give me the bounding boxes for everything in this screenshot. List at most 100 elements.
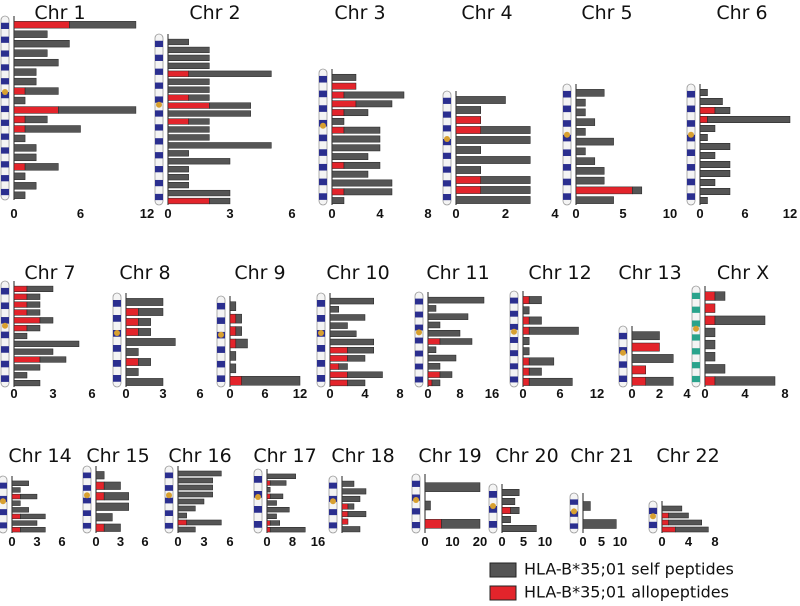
self-peptide-bar bbox=[177, 470, 222, 477]
self-peptide-bar bbox=[528, 377, 573, 386]
self-peptide-bar bbox=[714, 376, 776, 386]
chromosome-band bbox=[1, 133, 9, 140]
self-peptide-bar bbox=[266, 513, 277, 519]
self-peptide-bar bbox=[24, 125, 81, 133]
x-tick-label: 0 bbox=[122, 386, 129, 401]
self-peptide-bar bbox=[125, 338, 176, 346]
self-peptide-bar bbox=[424, 500, 431, 511]
legend-swatch bbox=[489, 585, 517, 601]
x-tick-label: 12 bbox=[293, 386, 307, 401]
self-peptide-bar bbox=[167, 166, 189, 173]
chromosome-band bbox=[319, 193, 327, 200]
self-peptide-bar bbox=[13, 96, 26, 105]
chromosome-band bbox=[563, 120, 571, 127]
x-tick-label: 10 bbox=[613, 534, 627, 549]
self-peptide-bar bbox=[480, 126, 531, 134]
x-tick-label: 0 bbox=[696, 206, 703, 221]
chromosome-band bbox=[113, 360, 121, 367]
chromosome bbox=[686, 83, 696, 206]
x-tick-label: 3 bbox=[117, 534, 124, 549]
self-peptide-bar bbox=[95, 513, 113, 522]
x-tick-label: 4 bbox=[376, 206, 384, 221]
allopeptide-bar bbox=[455, 186, 481, 194]
self-peptide-bar bbox=[427, 363, 441, 370]
self-peptide-bar bbox=[347, 355, 366, 362]
x-tick-label: 6 bbox=[226, 534, 233, 549]
centromere bbox=[2, 89, 8, 95]
chromosome-band bbox=[510, 337, 518, 343]
chromosome-band bbox=[687, 178, 695, 186]
chromosome-band bbox=[649, 507, 657, 515]
x-tick-label: 0 bbox=[326, 386, 333, 401]
self-peptide-bar bbox=[522, 347, 530, 356]
self-peptide-bar bbox=[699, 134, 708, 141]
chromosome-band bbox=[1, 331, 9, 339]
self-peptide-bar bbox=[24, 87, 59, 95]
chromosome-band bbox=[489, 521, 497, 528]
self-peptide-bar bbox=[20, 493, 38, 500]
chart-title: Chr 7 bbox=[24, 262, 75, 284]
chromosome bbox=[316, 292, 326, 388]
self-peptide-bar bbox=[39, 356, 67, 363]
chart-title: Chr 12 bbox=[528, 262, 591, 284]
x-tick-label: 8 bbox=[781, 386, 788, 401]
self-peptide-bar bbox=[266, 507, 290, 513]
self-peptide-bar bbox=[575, 98, 586, 107]
centromere bbox=[318, 330, 324, 336]
allopeptide-bar bbox=[522, 316, 530, 325]
x-tick-label: 6 bbox=[196, 386, 203, 401]
centromere bbox=[564, 131, 570, 138]
self-peptide-bar bbox=[13, 372, 28, 379]
self-peptide-bar bbox=[167, 54, 210, 61]
self-peptide-bar bbox=[177, 491, 213, 498]
x-tick-label: 0 bbox=[10, 206, 17, 221]
self-peptide-bar bbox=[177, 484, 213, 491]
allopeptide-bar bbox=[699, 107, 716, 114]
self-peptide-bar bbox=[103, 492, 129, 501]
allopeptide-bar bbox=[125, 318, 139, 326]
chromosome-band bbox=[319, 178, 327, 186]
chart-title: Chr 9 bbox=[234, 262, 285, 284]
x-tick-label: 0 bbox=[424, 386, 431, 401]
self-peptide-bar bbox=[455, 166, 481, 174]
self-peptide-bar bbox=[229, 363, 237, 374]
chart-title: Chr 13 bbox=[618, 262, 681, 284]
self-peptide-bar bbox=[266, 487, 271, 493]
allopeptide-bar bbox=[427, 371, 441, 378]
self-peptide-bar bbox=[331, 179, 393, 187]
x-tick-label: 6 bbox=[741, 206, 748, 221]
self-peptide-bar bbox=[343, 188, 393, 196]
chromosome-band bbox=[649, 521, 657, 529]
chromosome-band bbox=[165, 472, 173, 479]
self-peptide-bar bbox=[661, 505, 683, 512]
self-peptide-bar bbox=[209, 102, 251, 109]
chromosome-band bbox=[1, 287, 9, 295]
chromosome-band bbox=[0, 522, 7, 529]
chromosome-band bbox=[415, 311, 423, 318]
allopeptide-bar bbox=[331, 100, 357, 108]
self-peptide-bar bbox=[699, 125, 716, 132]
self-peptide-bar bbox=[645, 376, 674, 386]
chromosome-band bbox=[1, 302, 9, 310]
chromosome-band bbox=[155, 124, 163, 131]
self-peptide-bar bbox=[343, 91, 405, 99]
chromosome-band bbox=[415, 350, 423, 357]
allopeptide-bar bbox=[331, 161, 345, 169]
self-peptide-bar bbox=[427, 346, 437, 354]
allopeptide-bar bbox=[125, 308, 139, 316]
allopeptide-bar bbox=[167, 197, 210, 205]
self-peptide-bar bbox=[269, 480, 287, 486]
allopeptide-bar bbox=[522, 377, 530, 386]
allopeptide-bar bbox=[661, 519, 669, 526]
self-peptide-bar bbox=[138, 328, 151, 336]
self-peptide-bar bbox=[95, 471, 105, 480]
self-peptide-bar bbox=[714, 315, 766, 325]
chart-title: Chr 6 bbox=[716, 2, 767, 24]
chromosome-band bbox=[329, 482, 337, 489]
chromosome-band bbox=[1, 78, 9, 85]
self-peptide-bar bbox=[427, 321, 441, 329]
self-peptide-bar bbox=[269, 493, 284, 499]
chromosome-band bbox=[510, 350, 518, 357]
self-peptide-bar bbox=[13, 77, 37, 86]
self-peptide-bar bbox=[235, 313, 242, 324]
